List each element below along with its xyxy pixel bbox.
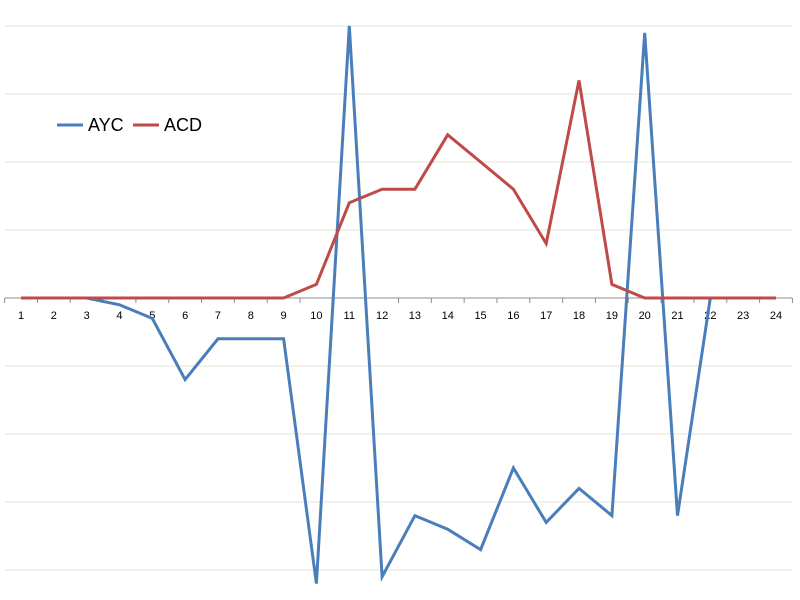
x-tick-label: 18 <box>573 310 585 322</box>
x-axis: 1 2 3 4 5 6 7 8 9 10 11 12 13 14 15 16 17 18 19 20 21 22 23 24 <box>4 297 793 322</box>
x-tick-label: 21 <box>671 310 683 322</box>
x-tick-label: 24 <box>770 310 782 322</box>
x-tick-label: 7 <box>215 310 221 322</box>
x-tick-label: 15 <box>474 310 486 322</box>
series-line-ayc <box>21 25 776 584</box>
x-tick-label: 19 <box>606 310 618 322</box>
x-tick-label: 2 <box>51 310 57 322</box>
x-tick-label: 13 <box>409 310 421 322</box>
x-tick-label: 23 <box>737 310 749 322</box>
x-tick-label: 11 <box>344 310 355 322</box>
x-tick-label: 1 <box>18 310 24 322</box>
x-tick-label: 12 <box>376 310 388 322</box>
x-tick-label: 6 <box>182 310 188 322</box>
series-line-acd <box>21 80 776 300</box>
series-lines <box>21 25 776 584</box>
x-tick-label: 5 <box>149 310 155 322</box>
x-tick-label: 17 <box>540 310 552 322</box>
x-tick-label: 14 <box>442 310 454 322</box>
gridlines <box>5 25 792 571</box>
x-tick-label: 10 <box>310 310 322 322</box>
x-tick-label: 8 <box>248 310 254 322</box>
x-tick-label: 20 <box>639 310 651 322</box>
legend-label-ayc: AYC <box>88 115 124 135</box>
x-tick-label: 9 <box>281 310 287 322</box>
legend: AYC ACD <box>57 115 202 135</box>
legend-label-acd: ACD <box>164 115 202 135</box>
x-tick-label: 4 <box>116 310 122 322</box>
x-tick-label: 3 <box>84 310 90 322</box>
x-tick-label: 16 <box>507 310 519 322</box>
